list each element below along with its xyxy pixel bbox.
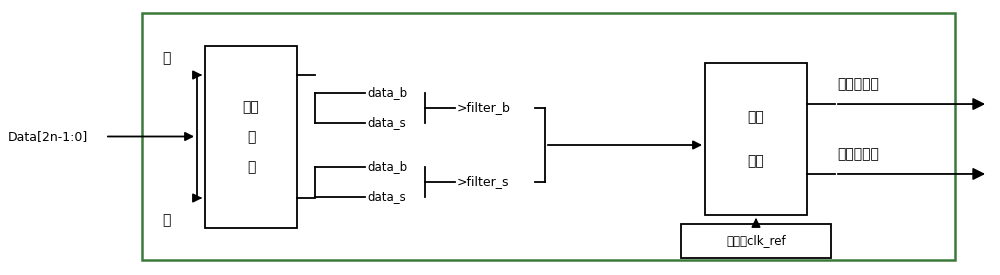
Text: 脉冲: 脉冲 [748, 110, 764, 124]
Bar [705, 63, 807, 215]
Text: data_s: data_s [367, 191, 406, 204]
Bar [205, 46, 297, 228]
Text: data_b: data_b [367, 87, 407, 100]
Text: 脉冲源clk_ref: 脉冲源clk_ref [726, 235, 786, 248]
Text: >filter_s: >filter_s [457, 175, 510, 188]
Text: data_b: data_b [367, 161, 407, 174]
Text: Data[2n-1:0]: Data[2n-1:0] [8, 130, 88, 143]
Text: 负: 负 [162, 213, 170, 227]
Bar [142, 13, 955, 260]
Text: 产生: 产生 [748, 154, 764, 168]
Text: 小标度脉冲: 小标度脉冲 [837, 147, 879, 161]
Text: 大标度脉冲: 大标度脉冲 [837, 77, 879, 91]
Text: 值: 值 [247, 160, 255, 174]
Text: >filter_b: >filter_b [457, 101, 511, 114]
Bar [681, 224, 831, 258]
Text: 取绝: 取绝 [243, 100, 259, 114]
Text: 正: 正 [162, 51, 170, 65]
Text: 对: 对 [247, 130, 255, 144]
Text: data_s: data_s [367, 117, 406, 130]
